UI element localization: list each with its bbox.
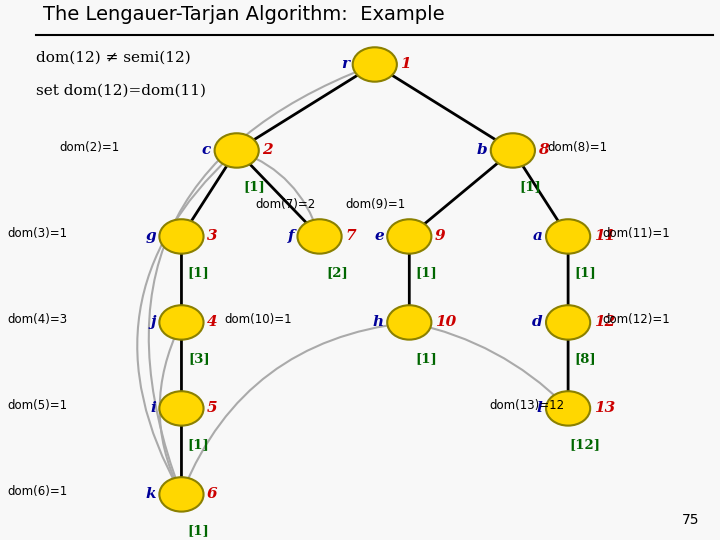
Circle shape — [491, 133, 535, 167]
Circle shape — [546, 219, 590, 254]
Text: dom(11)=1: dom(11)=1 — [603, 227, 670, 240]
Text: dom(4)=3: dom(4)=3 — [7, 313, 68, 326]
Text: [1]: [1] — [243, 180, 265, 193]
Text: 2: 2 — [262, 144, 273, 158]
Text: 4: 4 — [207, 315, 217, 329]
Text: j: j — [150, 315, 156, 329]
Text: [1]: [1] — [188, 266, 210, 279]
Text: [1]: [1] — [415, 266, 438, 279]
Text: dom(10)=1: dom(10)=1 — [225, 313, 292, 326]
Text: [2]: [2] — [326, 266, 348, 279]
Circle shape — [353, 48, 397, 82]
Circle shape — [387, 305, 431, 340]
Text: i: i — [150, 401, 156, 415]
Text: 11: 11 — [594, 230, 615, 244]
Text: b: b — [477, 144, 487, 158]
Text: 13: 13 — [594, 401, 615, 415]
Text: The Lengauer-Tarjan Algorithm:  Example: The Lengauer-Tarjan Algorithm: Example — [43, 5, 445, 24]
Text: c: c — [202, 144, 211, 158]
Text: dom(3)=1: dom(3)=1 — [7, 227, 68, 240]
Text: 3: 3 — [207, 230, 217, 244]
Text: [12]: [12] — [570, 438, 601, 451]
Circle shape — [159, 305, 204, 340]
Text: [1]: [1] — [415, 352, 438, 365]
Text: dom(8)=1: dom(8)=1 — [547, 141, 608, 154]
Text: [1]: [1] — [519, 180, 541, 193]
Text: h: h — [373, 315, 384, 329]
Text: set dom(12)=dom(11): set dom(12)=dom(11) — [37, 83, 207, 97]
Text: dom(13)=12: dom(13)=12 — [490, 399, 564, 412]
Text: [8]: [8] — [575, 352, 596, 365]
Text: 1: 1 — [400, 57, 411, 71]
Text: [1]: [1] — [188, 524, 210, 537]
Circle shape — [546, 305, 590, 340]
Text: dom(6)=1: dom(6)=1 — [7, 485, 68, 498]
Circle shape — [159, 477, 204, 511]
Text: k: k — [145, 488, 156, 502]
Text: 12: 12 — [594, 315, 615, 329]
Text: 9: 9 — [435, 230, 446, 244]
Text: 5: 5 — [207, 401, 217, 415]
Text: 7: 7 — [345, 230, 356, 244]
Text: dom(9)=1: dom(9)=1 — [346, 198, 406, 211]
Text: dom(12)=1: dom(12)=1 — [603, 313, 670, 326]
Text: l: l — [537, 401, 543, 415]
Circle shape — [215, 133, 258, 167]
Text: dom(12) ≠ semi(12): dom(12) ≠ semi(12) — [37, 51, 192, 65]
Text: 8: 8 — [539, 144, 549, 158]
Text: [3]: [3] — [188, 352, 210, 365]
Text: 10: 10 — [435, 315, 456, 329]
Circle shape — [159, 219, 204, 254]
Text: dom(5)=1: dom(5)=1 — [7, 399, 68, 412]
Text: dom(2)=1: dom(2)=1 — [59, 141, 120, 154]
Text: a: a — [533, 230, 543, 244]
Text: e: e — [374, 230, 384, 244]
Circle shape — [387, 219, 431, 254]
Text: r: r — [341, 57, 349, 71]
Text: 75: 75 — [682, 512, 699, 526]
Circle shape — [159, 391, 204, 426]
Text: [1]: [1] — [188, 438, 210, 451]
Text: [1]: [1] — [575, 266, 596, 279]
Text: dom(7)=2: dom(7)=2 — [256, 198, 316, 211]
Text: g: g — [145, 230, 156, 244]
Text: d: d — [532, 315, 543, 329]
Text: f: f — [287, 230, 294, 244]
Circle shape — [297, 219, 341, 254]
Circle shape — [546, 391, 590, 426]
Text: 6: 6 — [207, 488, 217, 502]
